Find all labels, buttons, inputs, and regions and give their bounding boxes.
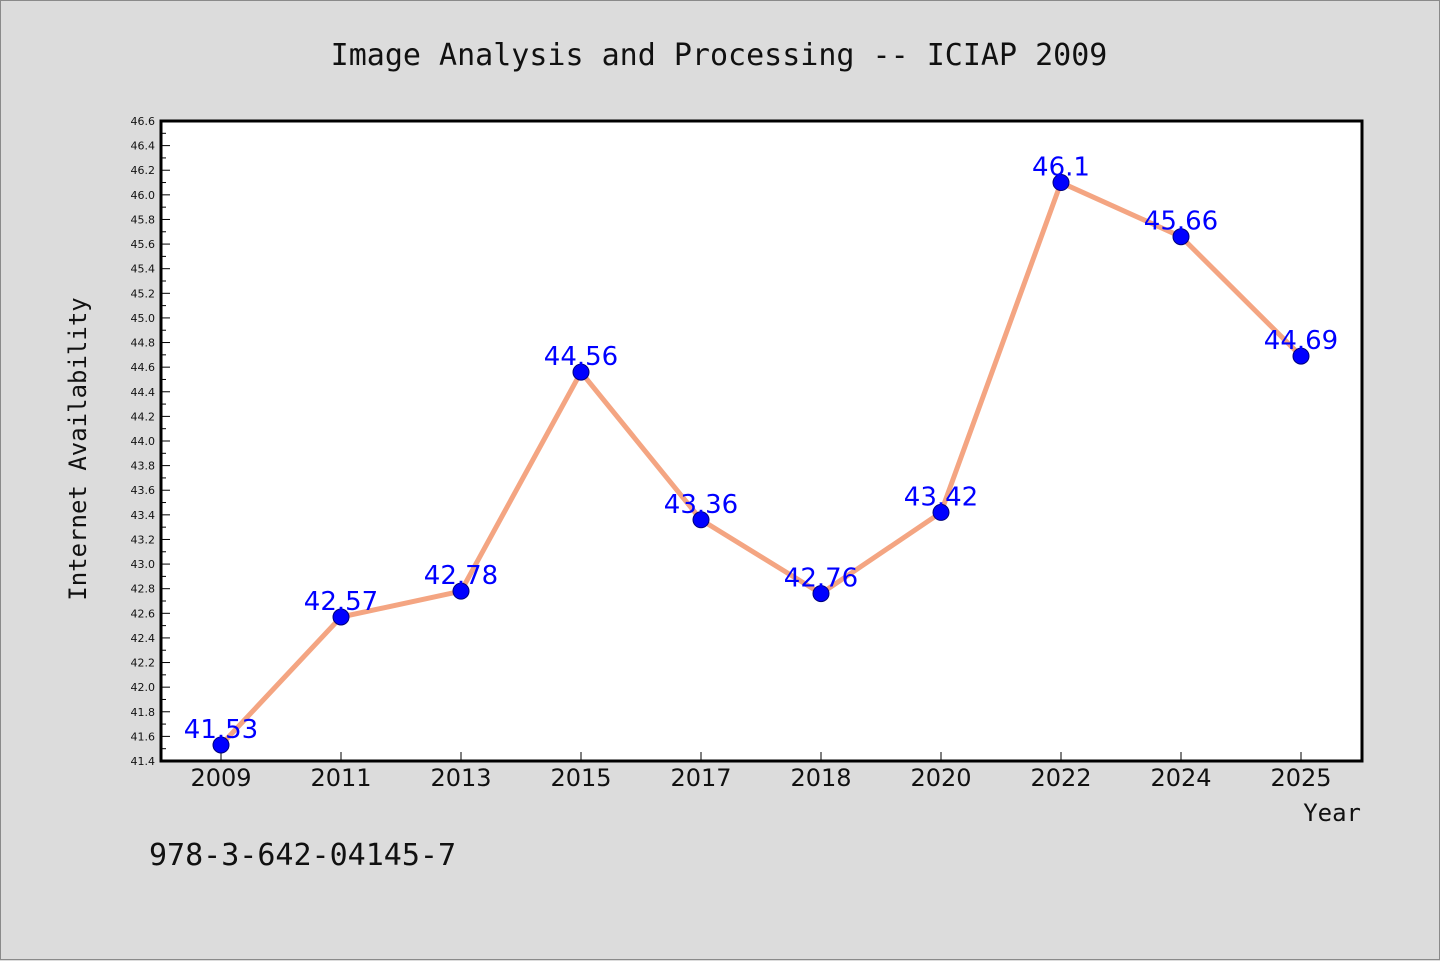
y-tick-label: 42.8: [131, 583, 156, 596]
series-line: [218, 180, 1304, 748]
x-tick-label: 2011: [310, 764, 371, 792]
y-tick-label: 44.0: [131, 435, 156, 448]
y-tick-label: 41.8: [131, 706, 156, 719]
y-tick-label: 42.6: [131, 607, 156, 620]
data-point: [572, 363, 590, 381]
chart-title: Image Analysis and Processing -- ICIAP 2…: [331, 38, 1108, 73]
y-axis-label: Internet Availability: [64, 297, 92, 600]
data-label: 45.66: [1144, 207, 1218, 237]
x-tick-label: 2018: [790, 764, 851, 792]
y-tick-label: 45.0: [131, 312, 156, 325]
data-label: 44.56: [544, 342, 618, 372]
y-tick-label: 42.0: [131, 681, 156, 694]
y-tick-label: 43.8: [131, 460, 156, 473]
y-tick-label: 45.8: [131, 213, 156, 226]
y-tick-label: 42.2: [131, 657, 156, 670]
y-tick-label: 43.6: [131, 484, 156, 497]
y-tick-label: 44.6: [131, 361, 156, 374]
data-label: 43.42: [904, 482, 978, 512]
y-tick-label: 46.2: [131, 164, 156, 177]
y-tick-label: 43.4: [131, 509, 156, 522]
y-tick-label: 46.6: [131, 115, 156, 128]
x-tick-label: 2017: [670, 764, 731, 792]
data-point: [692, 511, 710, 529]
y-tick-label: 41.6: [131, 730, 156, 743]
x-tick-label: 2013: [430, 764, 491, 792]
y-tick-label: 44.8: [131, 337, 156, 350]
data-point: [212, 736, 230, 754]
footer-isbn: 978-3-642-04145-7: [149, 838, 456, 873]
y-tick-label: 45.2: [131, 287, 156, 300]
series-layer: 41.53 42.57 42.78 44.56 43.36 42.76 43.42 46.1 4…: [184, 153, 1338, 754]
y-tick-label: 44.4: [131, 386, 156, 399]
x-tick-label: 2025: [1270, 764, 1331, 792]
data-point: [812, 585, 830, 603]
data-label: 42.76: [784, 564, 858, 594]
data-point: [332, 608, 350, 626]
y-axis: 41.4 41.6 41.8 42.0 42.2 42.4 42.6 42.8 43.0 43.2…: [131, 115, 170, 768]
data-label: 44.69: [1264, 326, 1338, 356]
y-tick-label: 42.4: [131, 632, 156, 645]
y-tick-label: 43.0: [131, 558, 156, 571]
data-label: 41.53: [184, 715, 258, 745]
data-point: [1172, 228, 1190, 246]
data-point: [452, 582, 470, 600]
data-label: 46.1: [1032, 153, 1090, 183]
data-label: 42.78: [424, 561, 498, 591]
y-tick-label: 45.4: [131, 263, 156, 276]
y-tick-label: 45.6: [131, 238, 156, 251]
x-tick-label: 2020: [910, 764, 971, 792]
data-point: [1052, 174, 1070, 192]
x-tick-label: 2009: [190, 764, 251, 792]
data-point: [932, 503, 950, 521]
x-axis: 2009 2011 2013 2015 2017 2018 2020 2022 2024 2025: [190, 752, 1332, 792]
x-tick-label: 2022: [1030, 764, 1091, 792]
y-tick-label: 41.4: [131, 755, 156, 768]
x-tick-label: 2024: [1150, 764, 1211, 792]
y-tick-label: 46.0: [131, 189, 156, 202]
data-label: 42.57: [304, 587, 378, 617]
x-axis-label: Year: [1303, 799, 1361, 827]
data-point: [1292, 347, 1310, 365]
x-tick-label: 2015: [550, 764, 611, 792]
y-tick-label: 46.4: [131, 140, 156, 153]
y-tick-label: 44.2: [131, 410, 156, 423]
data-label: 43.36: [664, 490, 738, 520]
y-tick-label: 43.2: [131, 533, 156, 546]
